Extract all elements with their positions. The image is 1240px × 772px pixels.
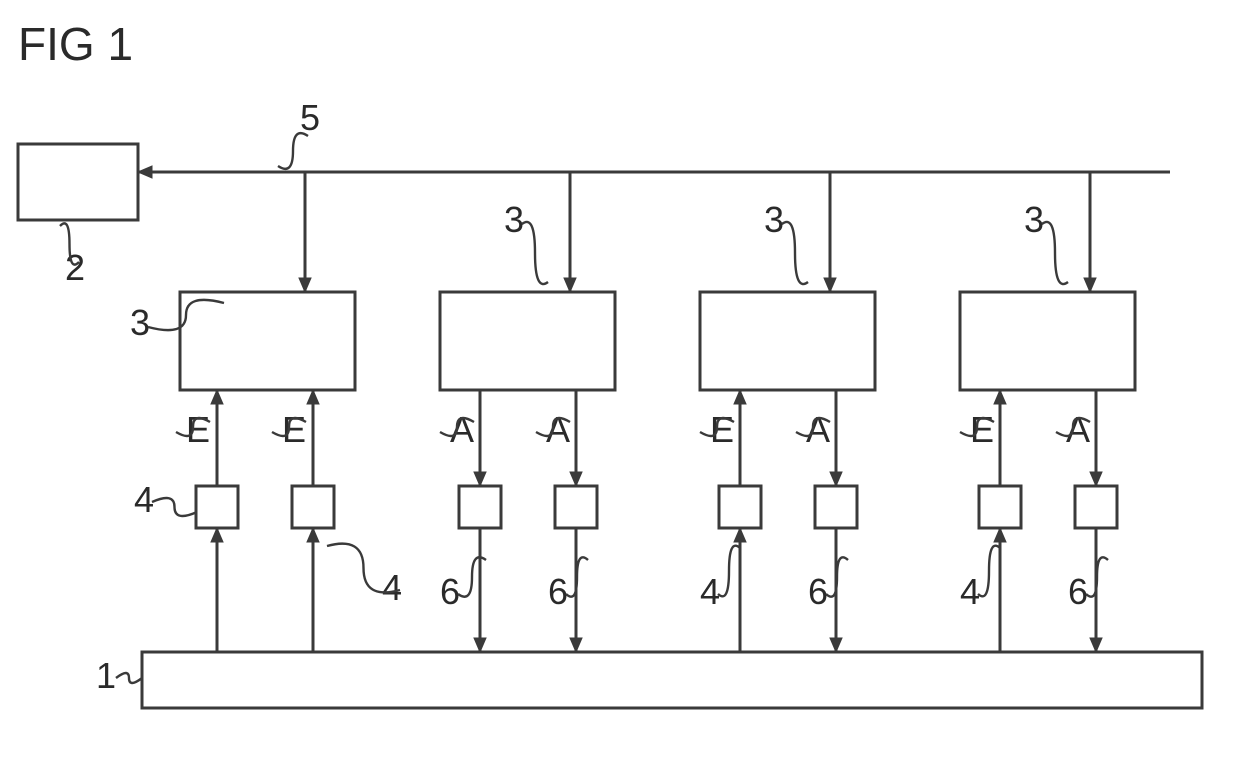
io-label: E (282, 409, 306, 450)
leader-line (152, 498, 197, 516)
arrow-head (830, 472, 842, 486)
leader-line (1042, 222, 1068, 284)
leader-line (718, 546, 740, 597)
io-label: E (186, 409, 210, 450)
arrow-head (564, 278, 576, 292)
ref-small: 4 (700, 571, 720, 612)
leader-line (458, 557, 486, 596)
arrow-head (994, 528, 1006, 542)
ref-5: 5 (300, 97, 320, 138)
arrow-head (211, 390, 223, 404)
arrow-head (994, 390, 1006, 404)
leader-line (826, 557, 848, 596)
leader-line (978, 546, 1000, 597)
arrow-head (824, 278, 836, 292)
ref-small: 6 (808, 571, 828, 612)
io-small-box (459, 486, 501, 528)
leader-line (782, 222, 808, 284)
io-small-box (555, 486, 597, 528)
ref-small: 4 (382, 567, 402, 608)
leader-line (1086, 557, 1108, 596)
arrow-head (1090, 638, 1102, 652)
arrow-head (299, 278, 311, 292)
ref-small: 4 (134, 479, 154, 520)
figure-title: FIG 1 (18, 18, 133, 70)
module-box (700, 292, 875, 390)
io-label: E (710, 409, 734, 450)
module-box (440, 292, 615, 390)
arrow-head (474, 472, 486, 486)
io-small-box (292, 486, 334, 528)
leader-line (522, 222, 548, 284)
block-1 (142, 652, 1202, 708)
ref-small: 4 (960, 571, 980, 612)
io-small-box (1075, 486, 1117, 528)
ref-2: 2 (65, 247, 85, 288)
arrow-head (830, 638, 842, 652)
arrow-head (307, 528, 319, 542)
io-label: E (970, 409, 994, 450)
arrow-head (734, 528, 746, 542)
module-box (960, 292, 1135, 390)
io-label: A (546, 409, 570, 450)
arrow-head (570, 638, 582, 652)
leader-line (116, 673, 142, 683)
block-2 (18, 144, 138, 220)
arrow-head (570, 472, 582, 486)
ref-3: 3 (504, 199, 524, 240)
arrow-head (474, 638, 486, 652)
ref-3: 3 (130, 302, 150, 343)
ref-3: 3 (764, 199, 784, 240)
io-small-box (979, 486, 1021, 528)
arrow-head (1084, 278, 1096, 292)
io-small-box (719, 486, 761, 528)
ref-1: 1 (96, 655, 116, 696)
ref-small: 6 (440, 571, 460, 612)
ref-small: 6 (1068, 571, 1088, 612)
module-box (180, 292, 355, 390)
io-label: A (450, 409, 474, 450)
io-small-box (196, 486, 238, 528)
io-label: A (1066, 409, 1090, 450)
ref-small: 6 (548, 571, 568, 612)
arrow-head (1090, 472, 1102, 486)
arrow-head (307, 390, 319, 404)
arrow-head (734, 390, 746, 404)
leader-line (566, 557, 588, 596)
io-label: A (806, 409, 830, 450)
arrow-head (211, 528, 223, 542)
ref-3: 3 (1024, 199, 1044, 240)
leader-line (278, 133, 308, 169)
io-small-box (815, 486, 857, 528)
